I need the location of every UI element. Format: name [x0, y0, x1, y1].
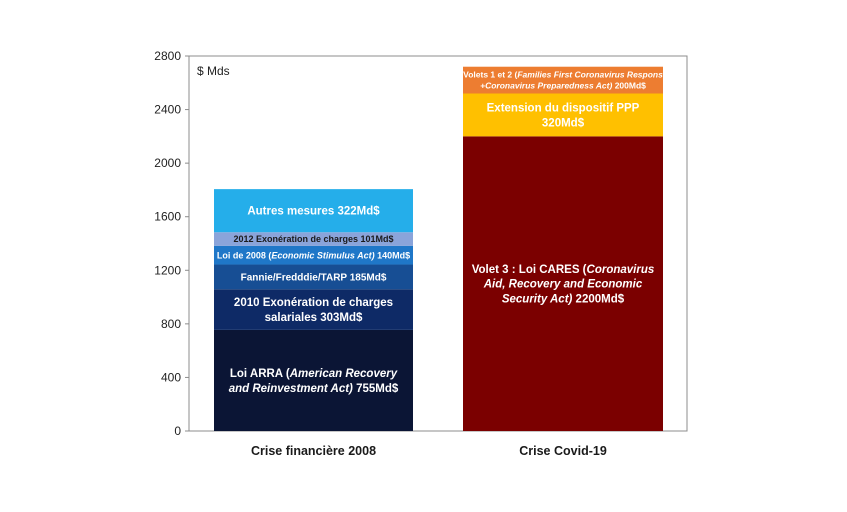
y-tick-label: 800 [161, 317, 181, 331]
bar-segment-label-part: +Coronavirus Preparedness Act) [480, 81, 612, 91]
bar-segment-1-5 [214, 232, 413, 246]
bar-segment-label-part: Volet 3 : Loi CARES ( [472, 264, 587, 276]
unit-label: $ Mds [197, 64, 230, 78]
bar-segment-1-2 [214, 289, 413, 330]
bar-segment-label-part: 140Md$ [375, 250, 411, 260]
bar-segment-label-part: Loi ARRA ( [230, 368, 290, 380]
bar-segment-label-part: Coronavirus [587, 264, 655, 276]
bar-segment-label-part: 2200Md$ [572, 294, 624, 306]
bar-segment-label: Loi de 2008 (Economic Stimulus Act) 140M… [217, 250, 410, 260]
y-tick-label: 2800 [154, 49, 181, 63]
bar-segment-label: Volet 3 : Loi CARES (Coronavirus [472, 264, 655, 276]
bar-segment-label-part: Extension du dispositif PPP [487, 102, 640, 114]
bar-segment-label-part: Economic Stimulus Act) [271, 250, 374, 260]
bar-segment-label-part: 2012 Exonération de charges 101Md$ [233, 234, 393, 244]
y-tick-label: 0 [174, 424, 181, 438]
bar-segment-label: 2012 Exonération de charges 101Md$ [233, 234, 393, 244]
bar-segment-label-part: American Recovery [289, 368, 398, 380]
bar-segment-1-3 [214, 264, 413, 290]
bar-segment-label: salariales 303Md$ [265, 312, 363, 324]
bar-segment-label: +Coronavirus Preparedness Act) 200Md$ [480, 81, 646, 91]
bar-segment-label-part: Volets 1 et 2 ( [463, 70, 517, 80]
plot-area-frame [188, 55, 688, 432]
y-tick-label: 1600 [154, 210, 181, 224]
bar-segment-label: Security Act) 2200Md$ [502, 294, 625, 306]
bar-segment-label-part: 320Md$ [542, 117, 585, 129]
y-tick-label: 2400 [154, 103, 181, 117]
bar-segment-label-part: and Reinvestment Act) [229, 383, 353, 395]
bar-segment-label-part: Security Act) [502, 294, 573, 306]
bar-segment-label-part: 755Md$ [353, 383, 399, 395]
y-tick-label: 400 [161, 370, 181, 384]
bar-segment-2-1 [463, 136, 663, 431]
bar-segment-label-part: Fannie/Fredddie/TARP 185Md$ [241, 272, 387, 283]
x-category-label: Crise financière 2008 [251, 444, 376, 458]
bar-segment-label-part: Aid, Recovery and Economic [483, 279, 643, 291]
bar-segment-label-part: Autres mesures 322Md$ [247, 206, 380, 218]
bar-segment-label: Aid, Recovery and Economic [483, 279, 643, 291]
bar-segment-label: Extension du dispositif PPP [487, 102, 640, 114]
bar-segment-2-2 [463, 93, 663, 137]
bar-segment-label-part: salariales 303Md$ [265, 312, 363, 324]
y-tick-label: 1200 [154, 263, 181, 277]
bar-segment-label: Volets 1 et 2 (Families First Coronaviru… [463, 70, 663, 80]
y-tick-label: 2000 [154, 156, 181, 170]
bar-segment-label: Autres mesures 322Md$ [247, 206, 380, 218]
bar-segment-2-3 [463, 66, 663, 94]
bar-segment-1-6 [214, 189, 413, 233]
x-category-label: Crise Covid-19 [519, 444, 607, 458]
bar-segment-label-part: 2010 Exonération de charges [234, 297, 393, 309]
bar-segment-label: Fannie/Fredddie/TARP 185Md$ [241, 272, 387, 283]
bar-segment-label: 2010 Exonération de charges [234, 297, 393, 309]
bar-segment-1-1 [214, 329, 413, 431]
bar-segment-label: 320Md$ [542, 117, 585, 129]
bar-segment-label: and Reinvestment Act) 755Md$ [229, 383, 399, 395]
bar-segment-label-part: Families First Coronavirus Respons [517, 70, 663, 80]
bar-segment-label-part: Loi de 2008 ( [217, 250, 272, 260]
bar-segment-label-part: 200Md$ [612, 81, 646, 91]
bar-segment-label: Loi ARRA (American Recovery [230, 368, 398, 380]
bar-segment-1-4 [214, 245, 413, 265]
